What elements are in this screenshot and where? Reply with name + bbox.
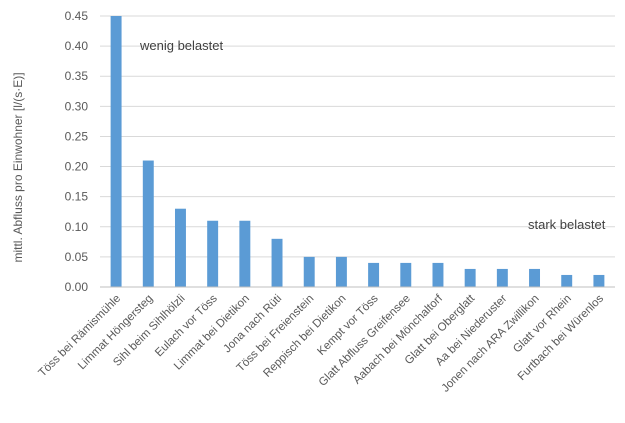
bar	[271, 238, 283, 287]
y-tick-label: 0.45	[65, 9, 89, 23]
y-axis-label: mittl. Abfluss pro Einwohner [l/(s·E)]	[11, 72, 25, 262]
y-tick-label: 0.25	[65, 129, 89, 143]
bar	[400, 262, 412, 287]
bar	[432, 262, 444, 287]
bar	[529, 268, 541, 287]
bars	[110, 16, 605, 287]
y-tick-label: 0.05	[65, 250, 89, 264]
category-label: Glatt vor Rhein	[511, 293, 574, 356]
annotation-stark-belastet: stark belastet	[528, 217, 606, 232]
bar	[174, 208, 186, 287]
bar	[110, 16, 122, 287]
annotation-wenig-belastet: wenig belastet	[139, 38, 223, 53]
y-tick-label: 0.30	[65, 99, 89, 113]
y-tick-label: 0.00	[65, 280, 89, 294]
bar	[464, 268, 476, 287]
bar	[207, 220, 219, 287]
bar	[496, 268, 508, 287]
y-tick-label: 0.40	[65, 39, 89, 53]
y-tick-labels: 0.00 0.05 0.10 0.15 0.20 0.25 0.30 0.35 0.40 0.45	[65, 9, 89, 294]
bar	[368, 262, 380, 287]
bar	[142, 160, 154, 287]
bar	[561, 274, 573, 287]
y-tick-label: 0.10	[65, 220, 89, 234]
y-tick-label: 0.20	[65, 160, 89, 174]
bar	[303, 256, 315, 287]
bar	[335, 256, 347, 287]
y-tick-label: 0.35	[65, 69, 89, 83]
category-label: Jona nach Rüti	[221, 293, 284, 356]
bar	[239, 220, 251, 287]
bar	[593, 274, 605, 287]
y-tick-label: 0.15	[65, 190, 89, 204]
